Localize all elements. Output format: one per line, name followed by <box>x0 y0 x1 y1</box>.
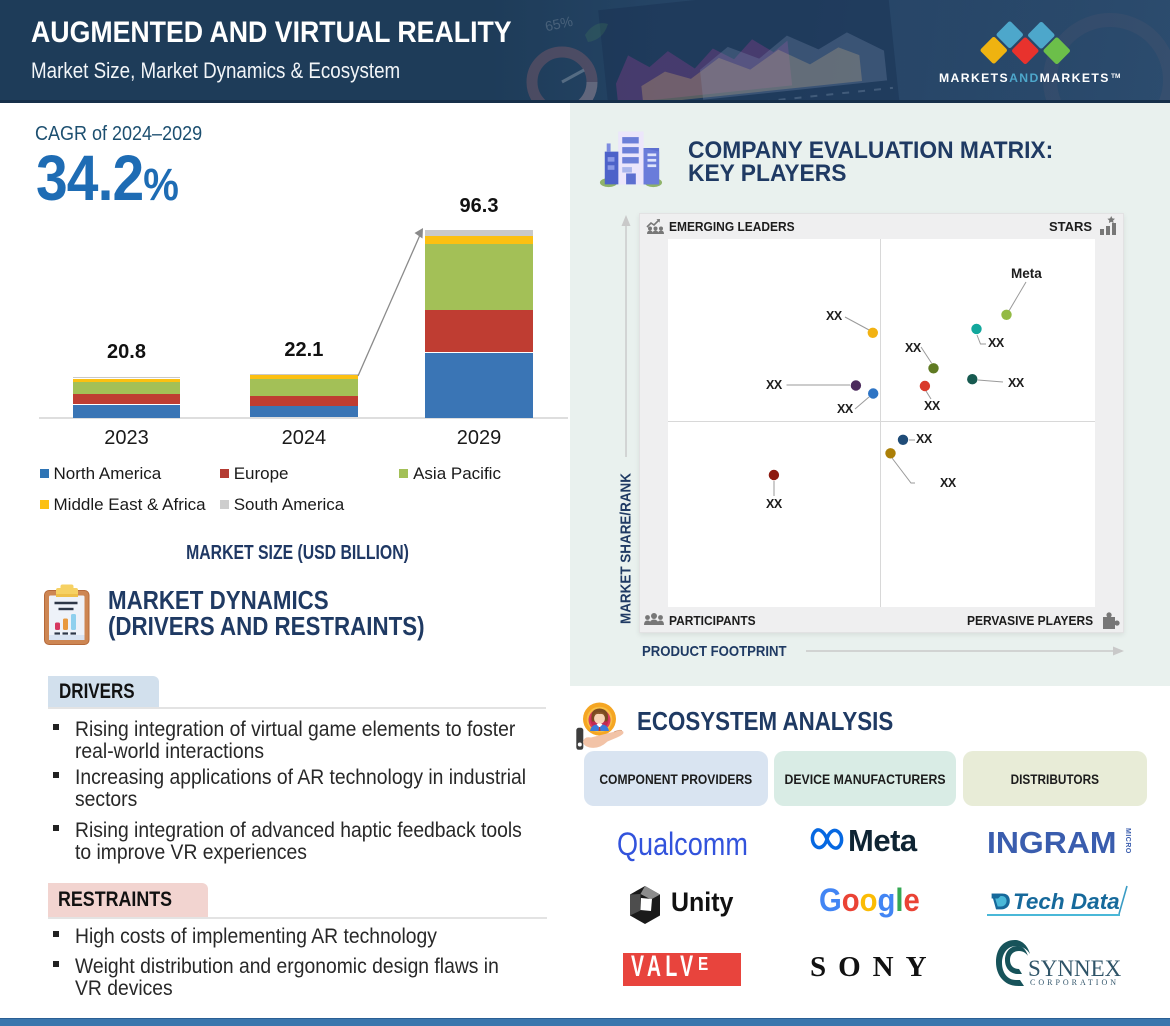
svg-text:65%: 65% <box>543 13 574 34</box>
svg-text:TM: TM <box>1111 73 1120 80</box>
svg-text:MARKETSANDMARKETS: MARKETSANDMARKETS <box>939 71 1110 85</box>
